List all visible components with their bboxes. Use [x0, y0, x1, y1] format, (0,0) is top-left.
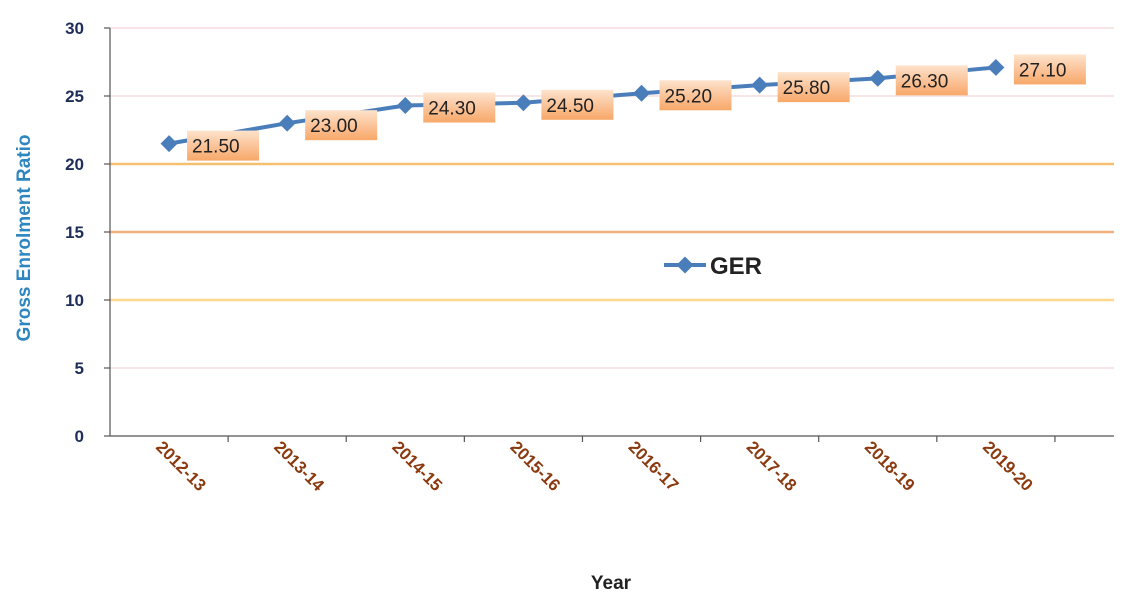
x-tick-label: 2012-13	[152, 437, 210, 495]
legend-label: GER	[710, 253, 762, 280]
ger-marker	[396, 97, 414, 115]
ger-marker	[751, 76, 769, 94]
data-label-box	[1013, 54, 1086, 85]
data-label: 24.50	[546, 96, 594, 117]
data-label-box	[423, 92, 496, 123]
data-label-box	[305, 110, 378, 141]
x-tick-label: 2015-16	[507, 437, 565, 495]
x-tick-label: 2017-18	[743, 437, 801, 495]
x-tick-label: 2019-20	[979, 437, 1037, 495]
y-tick-label: 15	[65, 223, 84, 242]
data-label-box	[895, 65, 968, 96]
x-tick-label: 2016-17	[625, 437, 683, 495]
data-labels: 21.50 23.00 24.30 24.50 25.20 25.80 26.30 27.10	[187, 54, 1086, 161]
y-tick-label: 10	[65, 291, 84, 310]
ger-marker	[633, 84, 651, 102]
y-tick-label: 20	[65, 155, 84, 174]
data-label: 23.00	[310, 116, 358, 137]
y-tick-label: 25	[65, 87, 84, 106]
data-label-box	[187, 130, 260, 161]
data-label-box	[541, 89, 614, 120]
data-label: 24.30	[428, 99, 476, 120]
data-label-box	[777, 72, 850, 103]
legend-marker-swatch	[676, 256, 694, 274]
legend: GER	[664, 253, 762, 280]
y-axis-ticks: 0 5 10 15 20 25 30	[65, 19, 110, 446]
ger-marker	[987, 58, 1005, 76]
data-label: 21.50	[192, 137, 240, 158]
data-label-box	[659, 80, 732, 111]
ger-marker	[160, 135, 178, 153]
y-tick-label: 5	[75, 359, 84, 378]
data-label: 26.30	[901, 71, 949, 92]
y-axis-title: Gross Enrolment Ratio	[14, 135, 35, 342]
data-label: 25.20	[665, 86, 713, 107]
ger-marker	[278, 114, 296, 132]
x-axis-title: Year	[591, 573, 632, 594]
ger-marker	[869, 69, 887, 87]
x-tick-label: 2013-14	[270, 437, 328, 495]
x-tick-label: 2018-19	[861, 437, 919, 495]
x-tick-label: 2014-15	[388, 437, 446, 495]
data-label: 25.80	[783, 78, 831, 99]
x-axis-ticks: 2012-13 2013-14 2014-15 2015-16 2016-17 2017-…	[152, 436, 1056, 495]
ger-marker	[514, 94, 532, 112]
data-label: 27.10	[1019, 60, 1067, 81]
y-tick-label: 30	[65, 19, 84, 38]
y-tick-label: 0	[75, 427, 84, 446]
